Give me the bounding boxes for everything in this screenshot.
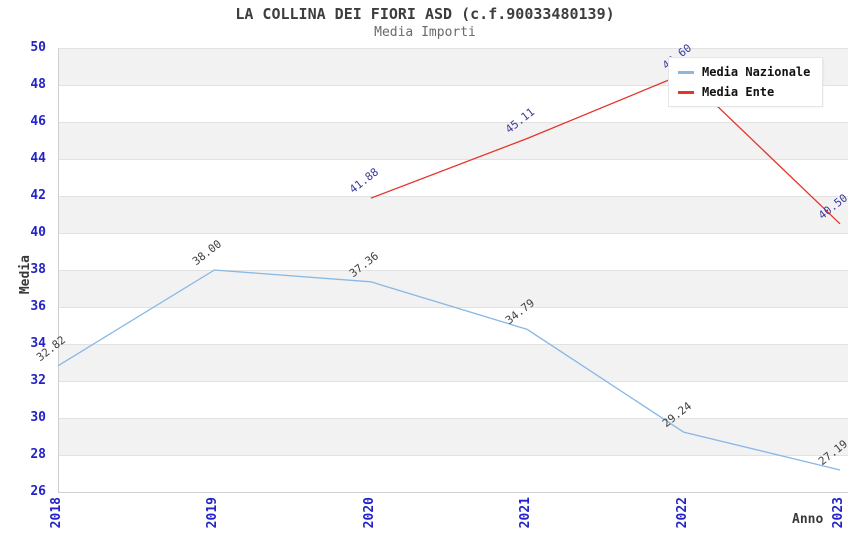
y-tick-label: 34 <box>30 336 46 351</box>
y-tick-label: 32 <box>30 373 46 388</box>
legend-color-swatch-icon <box>678 70 694 74</box>
grid-band <box>59 159 848 196</box>
y-tick-label: 30 <box>30 410 46 425</box>
y-tick-label: 42 <box>30 188 46 203</box>
y-tick-label: 36 <box>30 299 46 314</box>
x-tick-label: 2023 <box>831 497 846 529</box>
grid-band <box>59 418 848 455</box>
x-tick-label: 2019 <box>205 497 221 529</box>
y-tick-label: 26 <box>30 484 46 499</box>
legend-color-swatch-icon <box>678 90 694 94</box>
grid-band <box>59 196 848 233</box>
x-tick-label: 2020 <box>361 497 377 529</box>
x-axis-title: Anno <box>792 512 824 527</box>
grid-band <box>59 307 848 344</box>
grid-band <box>59 233 848 270</box>
legend-item: Media Nazionale <box>678 65 810 79</box>
y-tick-label: 48 <box>30 77 46 92</box>
x-tick-label: 2022 <box>674 497 690 529</box>
grid-band <box>59 270 848 307</box>
grid-band <box>59 455 848 492</box>
y-tick-label: 40 <box>30 225 46 240</box>
x-tick-label: 2021 <box>518 497 534 529</box>
y-tick-label: 44 <box>30 151 46 166</box>
legend: Media Nazionale Media Ente <box>668 57 824 107</box>
y-tick-label: 38 <box>30 262 46 277</box>
grid-band <box>59 122 848 159</box>
y-tick-label: 50 <box>30 40 46 55</box>
y-axis-title: Media <box>18 255 33 295</box>
x-tick-label: 2018 <box>49 497 64 529</box>
grid-band <box>59 344 848 381</box>
chart-subtitle: Media Importi <box>374 25 476 40</box>
grid-band <box>59 381 848 418</box>
legend-item-label: Media Nazionale <box>702 65 811 79</box>
y-tick-label: 46 <box>30 114 46 129</box>
plot-area <box>58 48 848 493</box>
chart-title: LA COLLINA DEI FIORI ASD (c.f.9003348013… <box>235 5 615 23</box>
legend-item-label: Media Ente <box>702 85 775 99</box>
y-tick-label: 28 <box>30 447 46 462</box>
legend-item: Media Ente <box>678 85 810 99</box>
